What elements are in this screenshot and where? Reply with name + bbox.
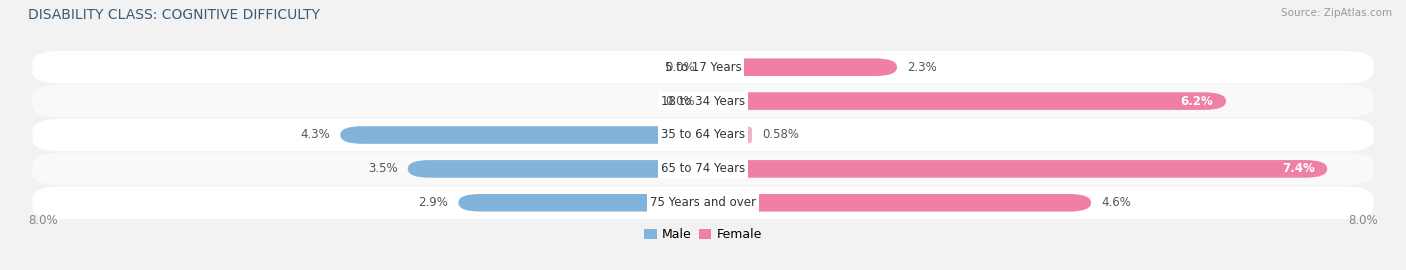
Text: 0.0%: 0.0%	[665, 61, 695, 74]
Legend: Male, Female: Male, Female	[640, 223, 766, 246]
FancyBboxPatch shape	[32, 85, 1374, 117]
FancyBboxPatch shape	[340, 126, 703, 144]
Text: 6.2%: 6.2%	[1181, 94, 1213, 108]
FancyBboxPatch shape	[703, 58, 897, 76]
Text: 8.0%: 8.0%	[1348, 214, 1378, 227]
FancyBboxPatch shape	[32, 51, 1374, 83]
FancyBboxPatch shape	[703, 160, 1327, 178]
FancyBboxPatch shape	[32, 187, 1374, 219]
Text: 7.4%: 7.4%	[1282, 162, 1315, 176]
Text: Source: ZipAtlas.com: Source: ZipAtlas.com	[1281, 8, 1392, 18]
Text: 18 to 34 Years: 18 to 34 Years	[661, 94, 745, 108]
Text: 5 to 17 Years: 5 to 17 Years	[665, 61, 741, 74]
FancyBboxPatch shape	[703, 126, 752, 144]
Text: 8.0%: 8.0%	[28, 214, 58, 227]
Text: 3.5%: 3.5%	[368, 162, 398, 176]
Text: DISABILITY CLASS: COGNITIVE DIFFICULTY: DISABILITY CLASS: COGNITIVE DIFFICULTY	[28, 8, 321, 22]
FancyBboxPatch shape	[32, 153, 1374, 185]
FancyBboxPatch shape	[703, 194, 1091, 212]
Text: 4.3%: 4.3%	[301, 129, 330, 141]
FancyBboxPatch shape	[408, 160, 703, 178]
FancyBboxPatch shape	[458, 194, 703, 212]
Text: 75 Years and over: 75 Years and over	[650, 196, 756, 209]
Text: 2.9%: 2.9%	[419, 196, 449, 209]
Text: 0.0%: 0.0%	[665, 94, 695, 108]
Text: 65 to 74 Years: 65 to 74 Years	[661, 162, 745, 176]
Text: 4.6%: 4.6%	[1101, 196, 1130, 209]
FancyBboxPatch shape	[32, 119, 1374, 151]
Text: 35 to 64 Years: 35 to 64 Years	[661, 129, 745, 141]
Text: 2.3%: 2.3%	[907, 61, 936, 74]
FancyBboxPatch shape	[703, 92, 1226, 110]
Text: 0.58%: 0.58%	[762, 129, 799, 141]
